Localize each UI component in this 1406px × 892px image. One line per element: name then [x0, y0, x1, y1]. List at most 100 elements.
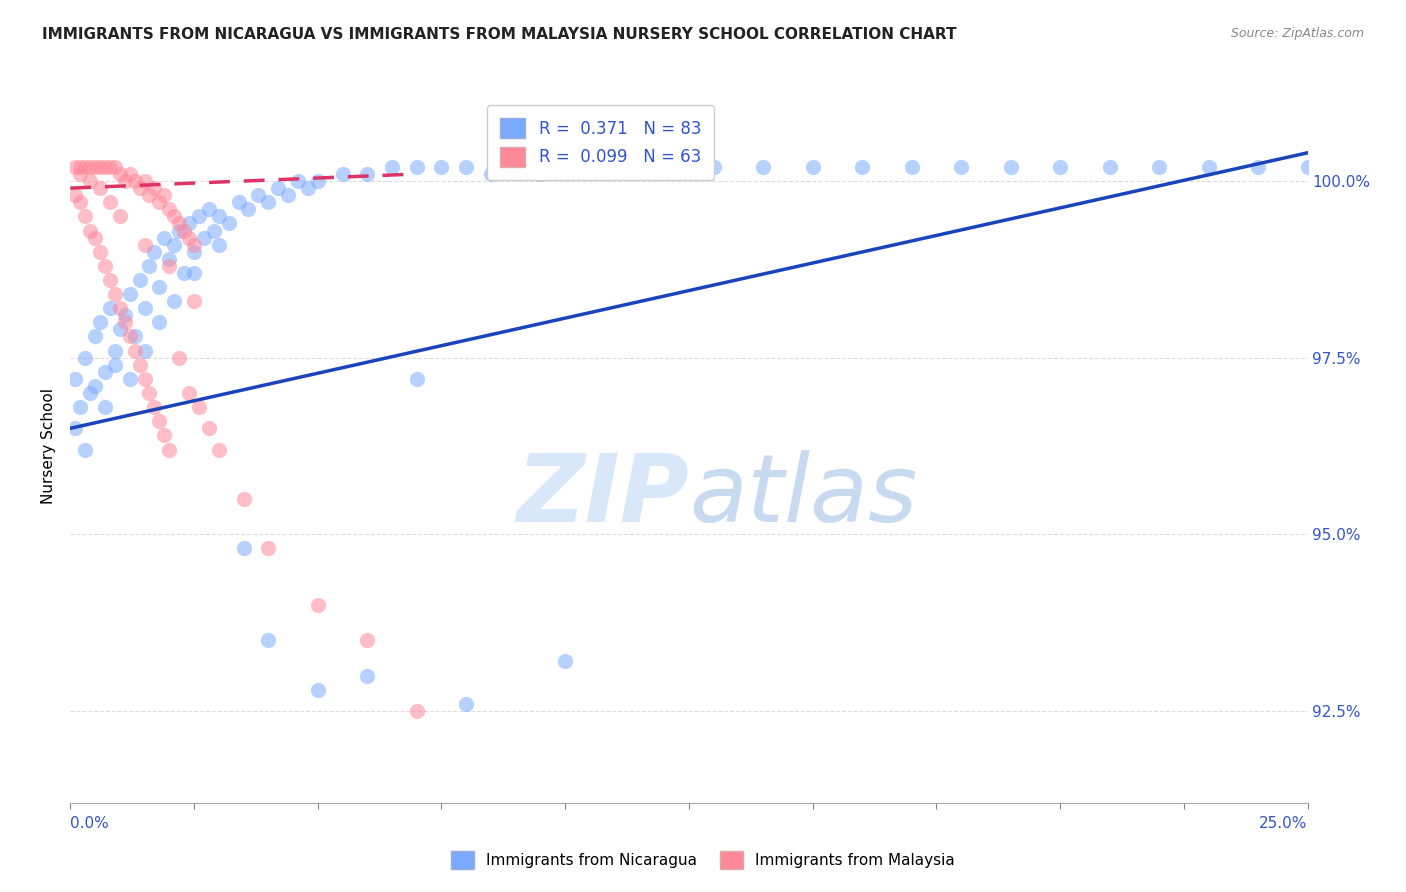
Point: [405, 372, 427, 386]
Point: [851, 160, 873, 174]
Point: [167, 216, 190, 230]
Point: [332, 167, 354, 181]
Point: [65, 372, 87, 386]
Point: [430, 160, 453, 174]
Point: [104, 287, 127, 301]
Point: [752, 160, 775, 174]
Point: [79, 174, 101, 188]
Point: [143, 244, 166, 259]
Point: [157, 442, 180, 457]
Point: [232, 541, 254, 556]
Point: [307, 598, 329, 612]
Text: atlas: atlas: [689, 450, 917, 541]
Point: [167, 351, 190, 365]
Point: [238, 202, 260, 217]
Point: [128, 181, 150, 195]
Point: [1296, 160, 1319, 174]
Point: [75, 160, 97, 174]
Point: [138, 259, 160, 273]
Point: [183, 244, 205, 259]
Point: [65, 160, 87, 174]
Point: [79, 160, 101, 174]
Point: [118, 167, 141, 181]
Point: [297, 181, 319, 195]
Point: [153, 188, 176, 202]
Text: 25.0%: 25.0%: [1260, 815, 1308, 830]
Point: [157, 259, 180, 273]
Point: [89, 244, 111, 259]
Point: [114, 174, 136, 188]
Point: [173, 223, 195, 237]
Point: [98, 273, 121, 287]
Point: [1198, 160, 1220, 174]
Legend: Immigrants from Nicaragua, Immigrants from Malaysia: Immigrants from Nicaragua, Immigrants fr…: [444, 845, 962, 875]
Point: [479, 167, 502, 181]
Point: [167, 223, 190, 237]
Point: [65, 421, 87, 435]
Point: [75, 210, 97, 224]
Point: [307, 174, 329, 188]
Point: [1049, 160, 1071, 174]
Point: [108, 322, 131, 336]
Point: [94, 400, 117, 414]
Point: [79, 386, 101, 401]
Point: [950, 160, 973, 174]
Point: [94, 160, 117, 174]
Point: [65, 188, 87, 202]
Point: [89, 160, 111, 174]
Point: [652, 160, 675, 174]
Point: [198, 202, 221, 217]
Text: Source: ZipAtlas.com: Source: ZipAtlas.com: [1230, 27, 1364, 40]
Point: [801, 160, 824, 174]
Point: [257, 195, 280, 210]
Point: [108, 301, 131, 316]
Point: [124, 329, 146, 343]
Point: [257, 541, 280, 556]
Point: [193, 230, 215, 244]
Point: [134, 301, 156, 316]
Point: [69, 167, 91, 181]
Point: [153, 428, 176, 442]
Point: [703, 160, 725, 174]
Point: [1247, 160, 1270, 174]
Point: [153, 230, 176, 244]
Point: [277, 188, 299, 202]
Point: [134, 372, 156, 386]
Point: [138, 188, 160, 202]
Point: [114, 315, 136, 329]
Text: ZIP: ZIP: [516, 450, 689, 542]
Point: [163, 237, 186, 252]
Point: [69, 195, 91, 210]
Point: [94, 259, 117, 273]
Point: [505, 160, 527, 174]
Point: [307, 682, 329, 697]
Point: [177, 216, 200, 230]
Point: [529, 167, 551, 181]
Point: [75, 442, 97, 457]
Point: [148, 315, 170, 329]
Point: [124, 343, 146, 358]
Point: [183, 266, 205, 280]
Point: [98, 301, 121, 316]
Point: [356, 633, 378, 648]
Point: [134, 343, 156, 358]
Point: [1000, 160, 1022, 174]
Point: [177, 230, 200, 244]
Point: [84, 379, 107, 393]
Point: [148, 195, 170, 210]
Point: [177, 386, 200, 401]
Point: [198, 421, 221, 435]
Point: [1147, 160, 1170, 174]
Point: [89, 181, 111, 195]
Point: [267, 181, 290, 195]
Point: [188, 210, 211, 224]
Text: 0.0%: 0.0%: [70, 815, 110, 830]
Point: [157, 202, 180, 217]
Point: [148, 280, 170, 294]
Point: [124, 174, 146, 188]
Point: [108, 210, 131, 224]
Text: IMMIGRANTS FROM NICARAGUA VS IMMIGRANTS FROM MALAYSIA NURSERY SCHOOL CORRELATION: IMMIGRANTS FROM NICARAGUA VS IMMIGRANTS …: [42, 27, 956, 42]
Point: [69, 400, 91, 414]
Point: [356, 668, 378, 682]
Point: [228, 195, 250, 210]
